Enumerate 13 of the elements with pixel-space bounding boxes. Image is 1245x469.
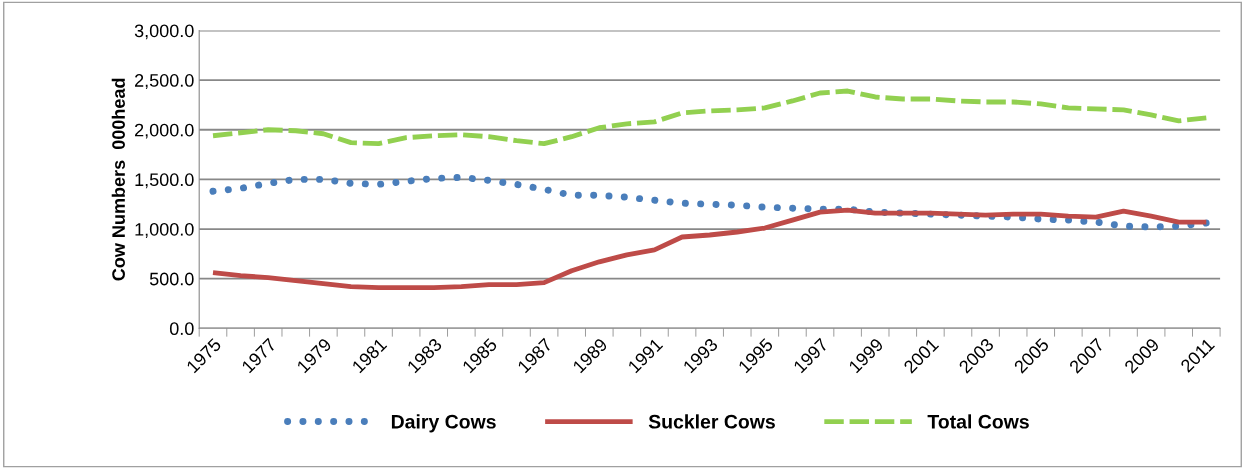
y-tick-label: 3,000.0 bbox=[134, 24, 194, 40]
y-tick-label: 1,500.0 bbox=[135, 173, 194, 189]
legend-label: Total Cows bbox=[927, 414, 1029, 429]
y-tick-label: 1,000.0 bbox=[135, 222, 194, 238]
legend-label: Dairy Cows bbox=[391, 414, 496, 433]
y-tick-label: 2,000.0 bbox=[135, 123, 194, 139]
line-series bbox=[210, 207, 1209, 291]
y-tick-label: 500.0 bbox=[149, 272, 194, 286]
legend-label: Suckler Cows bbox=[648, 414, 775, 429]
y-tick-label: 0.0 bbox=[169, 322, 194, 336]
y-tick-label: 2,500.0 bbox=[135, 74, 194, 89]
line-series bbox=[210, 88, 1209, 147]
y-axis-title: Cow Numbers 000head bbox=[111, 78, 125, 281]
